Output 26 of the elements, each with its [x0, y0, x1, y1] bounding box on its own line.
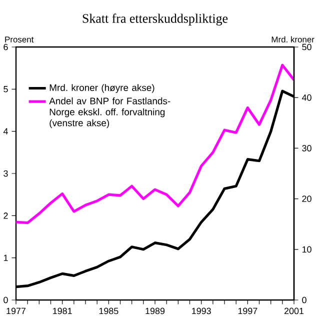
x-tick-label: 1981 — [53, 308, 72, 314]
y2-tick-label: 40 — [302, 94, 312, 101]
x-tick-label: 1985 — [99, 308, 118, 314]
y-tick-label: 2 — [4, 212, 8, 219]
x-tick-label: 2001 — [284, 308, 304, 314]
line-series — [16, 64, 294, 224]
legend-label: Andel av BNP for Fastlands-Norge ekskl. off. forvaltning (venstre akse) — [49, 97, 170, 128]
y2-tick-label: 10 — [302, 246, 312, 253]
y2-axis-title: Mrd. kroner — [272, 36, 314, 42]
chart-title: Skatt fra etterskuddspliktige — [82, 14, 228, 26]
x-tick-label: 1997 — [238, 308, 258, 314]
y-tick-label: 4 — [3, 128, 8, 134]
y-tick-label: 1 — [4, 254, 8, 261]
y2-tick-label: 30 — [302, 145, 312, 152]
y2-tick-label: 0 — [302, 296, 306, 304]
y-axis-title: Prosent — [5, 36, 34, 42]
y2-tick-label: 20 — [302, 196, 312, 202]
y2-tick-label: 50 — [302, 44, 312, 50]
y-tick-label: 3 — [4, 170, 8, 177]
legend-label: Mrd. kroner (høyre akse) — [50, 84, 154, 93]
y-tick-label: 6 — [4, 44, 8, 50]
x-tick-label: 1989 — [146, 308, 165, 314]
x-tick-label: 1977 — [6, 308, 26, 314]
y-tick-label: 5 — [4, 86, 8, 92]
x-tick-label: 1993 — [192, 308, 211, 314]
y-tick-label: 0 — [4, 296, 8, 304]
